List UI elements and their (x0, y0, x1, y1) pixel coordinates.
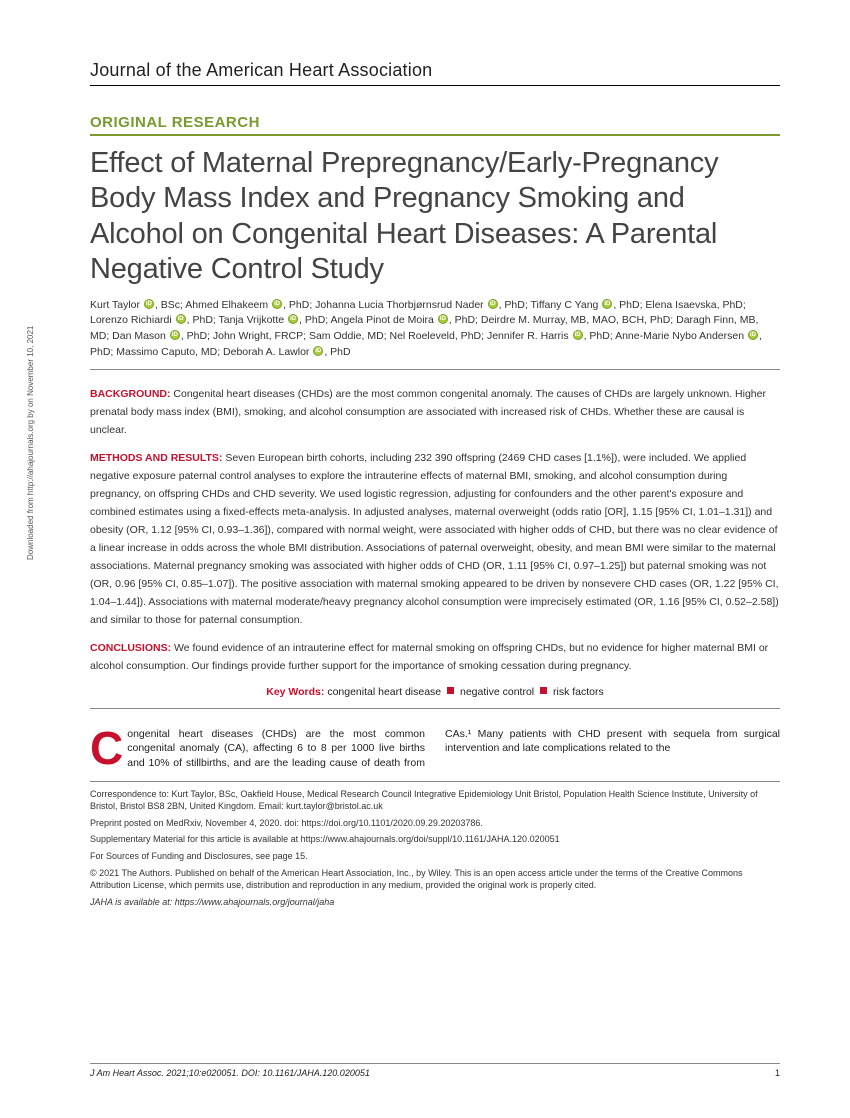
keyword-3: risk factors (553, 686, 604, 698)
methods-text: Seven European birth cohorts, including … (90, 452, 779, 626)
separator-icon (540, 687, 547, 694)
jaha-availability: JAHA is available at: https://www.ahajou… (90, 896, 780, 909)
correspondence-block: Correspondence to: Kurt Taylor, BSc, Oak… (90, 781, 780, 909)
journal-name: Journal of the American Heart Associatio… (90, 60, 780, 86)
abstract-conclusions: CONCLUSIONS: We found evidence of an int… (90, 638, 780, 674)
methods-label: METHODS AND RESULTS: (90, 452, 222, 464)
abstract-methods: METHODS AND RESULTS: Seven European birt… (90, 448, 780, 628)
page-number: 1 (775, 1068, 780, 1078)
article-title: Effect of Maternal Prepregnancy/Early-Pr… (90, 146, 780, 288)
keyword-2: negative control (460, 686, 534, 698)
copyright: © 2021 The Authors. Published on behalf … (90, 867, 780, 892)
separator-icon (447, 687, 454, 694)
conclusions-label: CONCLUSIONS: (90, 642, 171, 654)
section-label: ORIGINAL RESEARCH (90, 114, 780, 136)
body-text: Congenital heart diseases (CHDs) are the… (90, 727, 780, 771)
keywords: Key Words: congenital heart disease nega… (90, 686, 780, 709)
background-label: BACKGROUND: (90, 388, 171, 400)
background-text: Congenital heart diseases (CHDs) are the… (90, 388, 766, 436)
abstract-background: BACKGROUND: Congenital heart diseases (C… (90, 384, 780, 438)
keywords-label: Key Words: (266, 686, 324, 698)
preprint-info: Preprint posted on MedRxiv, November 4, … (90, 817, 780, 830)
author-list: Kurt Taylor , BSc; Ahmed Elhakeem , PhD;… (90, 298, 780, 370)
dropcap: C (90, 727, 127, 768)
page-footer: J Am Heart Assoc. 2021;10:e020051. DOI: … (90, 1063, 780, 1078)
keyword-1: congenital heart disease (327, 686, 441, 698)
footer-citation: J Am Heart Assoc. 2021;10:e020051. DOI: … (90, 1068, 370, 1078)
supplementary-info: Supplementary Material for this article … (90, 833, 780, 846)
page-container: Journal of the American Heart Associatio… (0, 0, 850, 1118)
correspondence: Correspondence to: Kurt Taylor, BSc, Oak… (90, 788, 780, 813)
conclusions-text: We found evidence of an intrauterine eff… (90, 642, 768, 672)
funding-sources: For Sources of Funding and Disclosures, … (90, 850, 780, 863)
